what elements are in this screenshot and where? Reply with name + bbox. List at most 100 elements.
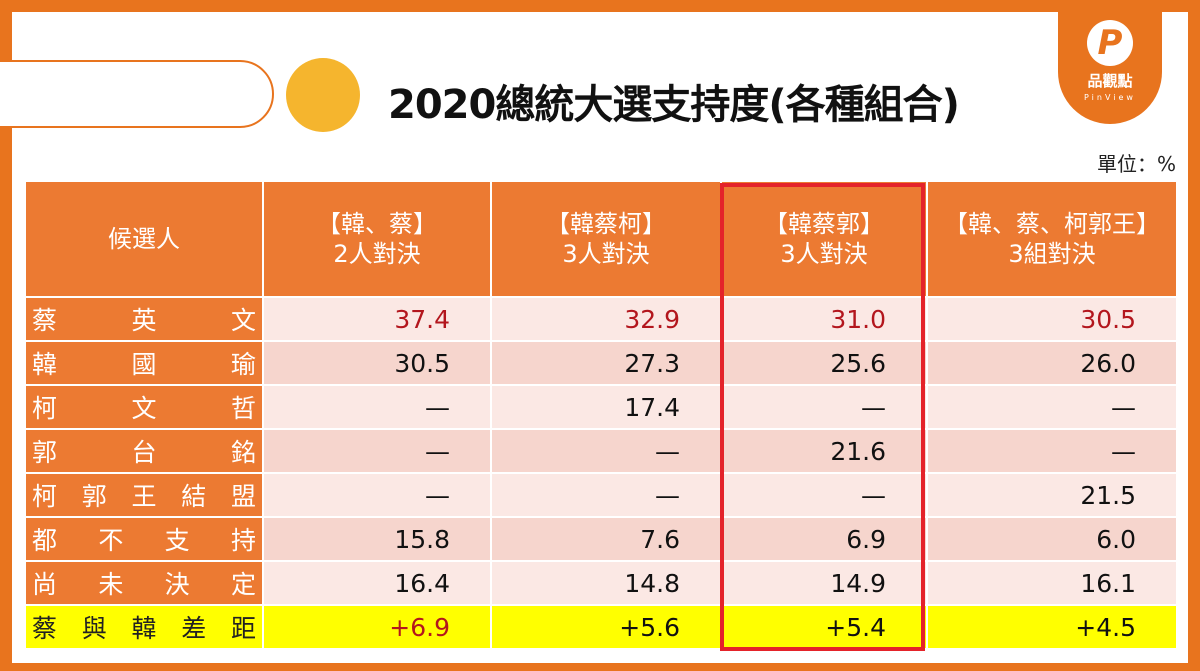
- value-cell: 14.9: [720, 560, 928, 606]
- table-row: 柯文哲 —17.4— —: [24, 384, 1178, 430]
- table-row: 蔡 英 文 37.4 32.9 31.0 30.5: [24, 296, 1178, 342]
- name-char: 蔡: [32, 614, 58, 643]
- decorative-circle: [286, 58, 360, 132]
- logo-en: PinView: [1084, 93, 1136, 102]
- value-cell: 7.6: [490, 516, 722, 562]
- logo-cn: 品觀點: [1087, 72, 1133, 90]
- column-header: 【韓、蔡】 2人對決: [262, 180, 492, 298]
- name-char: 柯: [32, 394, 58, 423]
- value-cell: —: [262, 428, 492, 474]
- value-cell: —: [926, 384, 1178, 430]
- header-line1: 【韓蔡郭】: [764, 210, 884, 238]
- name-char: 文: [131, 394, 157, 423]
- value-cell: +4.5: [926, 604, 1178, 650]
- name-char: 郭: [32, 438, 58, 467]
- frame-left: [0, 0, 12, 671]
- value-cell: 30.5: [262, 340, 492, 386]
- value-cell: 27.3: [490, 340, 722, 386]
- value-cell: 25.6: [720, 340, 928, 386]
- value-cell: 16.4: [262, 560, 492, 606]
- name-char: 定: [230, 570, 256, 599]
- value-cell: 16.1: [926, 560, 1178, 606]
- decorative-pill: [0, 60, 274, 128]
- value-cell: 21.6: [720, 428, 928, 474]
- header-line1: 【韓、蔡、柯郭王】: [944, 210, 1160, 238]
- value-cell: 6.0: [926, 516, 1178, 562]
- header-line1: 【韓、蔡】: [317, 210, 437, 238]
- page-title: 2020總統大選支持度(各種組合): [388, 82, 960, 128]
- value-cell: 17.4: [490, 384, 722, 430]
- value-cell: +5.4: [720, 604, 928, 650]
- name-char: 台: [131, 438, 157, 467]
- header-line2: 2人對決: [333, 240, 421, 268]
- column-header: 候選人: [24, 180, 264, 298]
- table-row: 蔡與韓差距 +6.9 +5.6 +5.4 +4.5: [24, 604, 1178, 650]
- name-char: 銘: [230, 438, 256, 467]
- candidate-name: 柯文哲: [24, 384, 264, 430]
- name-char: 持: [230, 526, 256, 555]
- name-char: 結: [181, 482, 207, 511]
- candidate-name: 韓國瑜: [24, 340, 264, 386]
- candidate-name: 郭台銘: [24, 428, 264, 474]
- name-char: 國: [131, 350, 157, 379]
- value-cell: —: [490, 428, 722, 474]
- name-char: 哲: [230, 394, 256, 423]
- name-char: 與: [81, 614, 107, 643]
- value-cell: —: [262, 384, 492, 430]
- name-char: 韓: [32, 350, 58, 379]
- header-line1: 【韓蔡柯】: [546, 210, 666, 238]
- value-cell: —: [490, 472, 722, 518]
- name-char: 王: [131, 482, 157, 511]
- table-row: 柯郭王結盟 — — —21.5: [24, 472, 1178, 518]
- candidate-name: 蔡與韓差距: [24, 604, 264, 650]
- name-char: 英: [131, 306, 157, 335]
- name-char: 尚: [32, 570, 58, 599]
- value-cell: —: [720, 472, 928, 518]
- value-cell: 32.9: [490, 296, 722, 342]
- table-row: 韓 國 瑜 30.5 27.3 25.6 26.0: [24, 340, 1178, 386]
- value-cell: 21.5: [926, 472, 1178, 518]
- header-line1: 候選人: [108, 225, 180, 253]
- candidate-name: 蔡英文: [24, 296, 264, 342]
- candidate-name: 尚未決定: [24, 560, 264, 606]
- logo-p-icon: P: [1087, 20, 1133, 66]
- name-char: 盟: [230, 482, 256, 511]
- column-header: 【韓蔡柯】 3人對決: [490, 180, 722, 298]
- value-cell: 37.4: [262, 296, 492, 342]
- column-header: 【韓、蔡、柯郭王】 3組對決: [926, 180, 1178, 298]
- name-char: 支: [164, 526, 190, 555]
- value-cell: —: [262, 472, 492, 518]
- table-row: 尚 未 決 定 16.4 14.8 14.9 16.1: [24, 560, 1178, 606]
- value-cell: +5.6: [490, 604, 722, 650]
- name-char: 郭: [81, 482, 107, 511]
- pinview-logo: P 品觀點 PinView: [1058, 0, 1162, 124]
- table-row: 都 不 支 持 15.8 7.6 6.9 6.0: [24, 516, 1178, 562]
- header-line2: 3人對決: [562, 240, 650, 268]
- column-header: 【韓蔡郭】 3人對決: [720, 180, 928, 298]
- name-char: 文: [230, 306, 256, 335]
- value-cell: —: [720, 384, 928, 430]
- name-char: 柯: [32, 482, 58, 511]
- name-char: 韓: [131, 614, 157, 643]
- name-char: 差: [181, 614, 207, 643]
- value-cell: 14.8: [490, 560, 722, 606]
- name-char: 未: [98, 570, 124, 599]
- name-char: 蔡: [32, 306, 58, 335]
- value-cell: 6.9: [720, 516, 928, 562]
- header-line2: 3人對決: [780, 240, 868, 268]
- unit-label: 單位：%: [1096, 152, 1176, 176]
- name-char: 不: [98, 526, 124, 555]
- header-line2: 3組對決: [1008, 240, 1096, 268]
- results-table: 候選人 【韓、蔡】 2人對決 【韓蔡柯】 3人對決 【韓蔡郭】 3人對決 【韓、蔡、柯郭王】 3…: [24, 180, 1178, 650]
- frame-right: [1188, 0, 1200, 671]
- candidate-name: 柯郭王結盟: [24, 472, 264, 518]
- value-cell: 26.0: [926, 340, 1178, 386]
- name-char: 都: [32, 526, 58, 555]
- value-cell: 30.5: [926, 296, 1178, 342]
- name-char: 瑜: [230, 350, 256, 379]
- frame-top: [0, 0, 1200, 12]
- name-char: 決: [164, 570, 190, 599]
- value-cell: —: [926, 428, 1178, 474]
- name-char: 距: [230, 614, 256, 643]
- candidate-name: 都不支持: [24, 516, 264, 562]
